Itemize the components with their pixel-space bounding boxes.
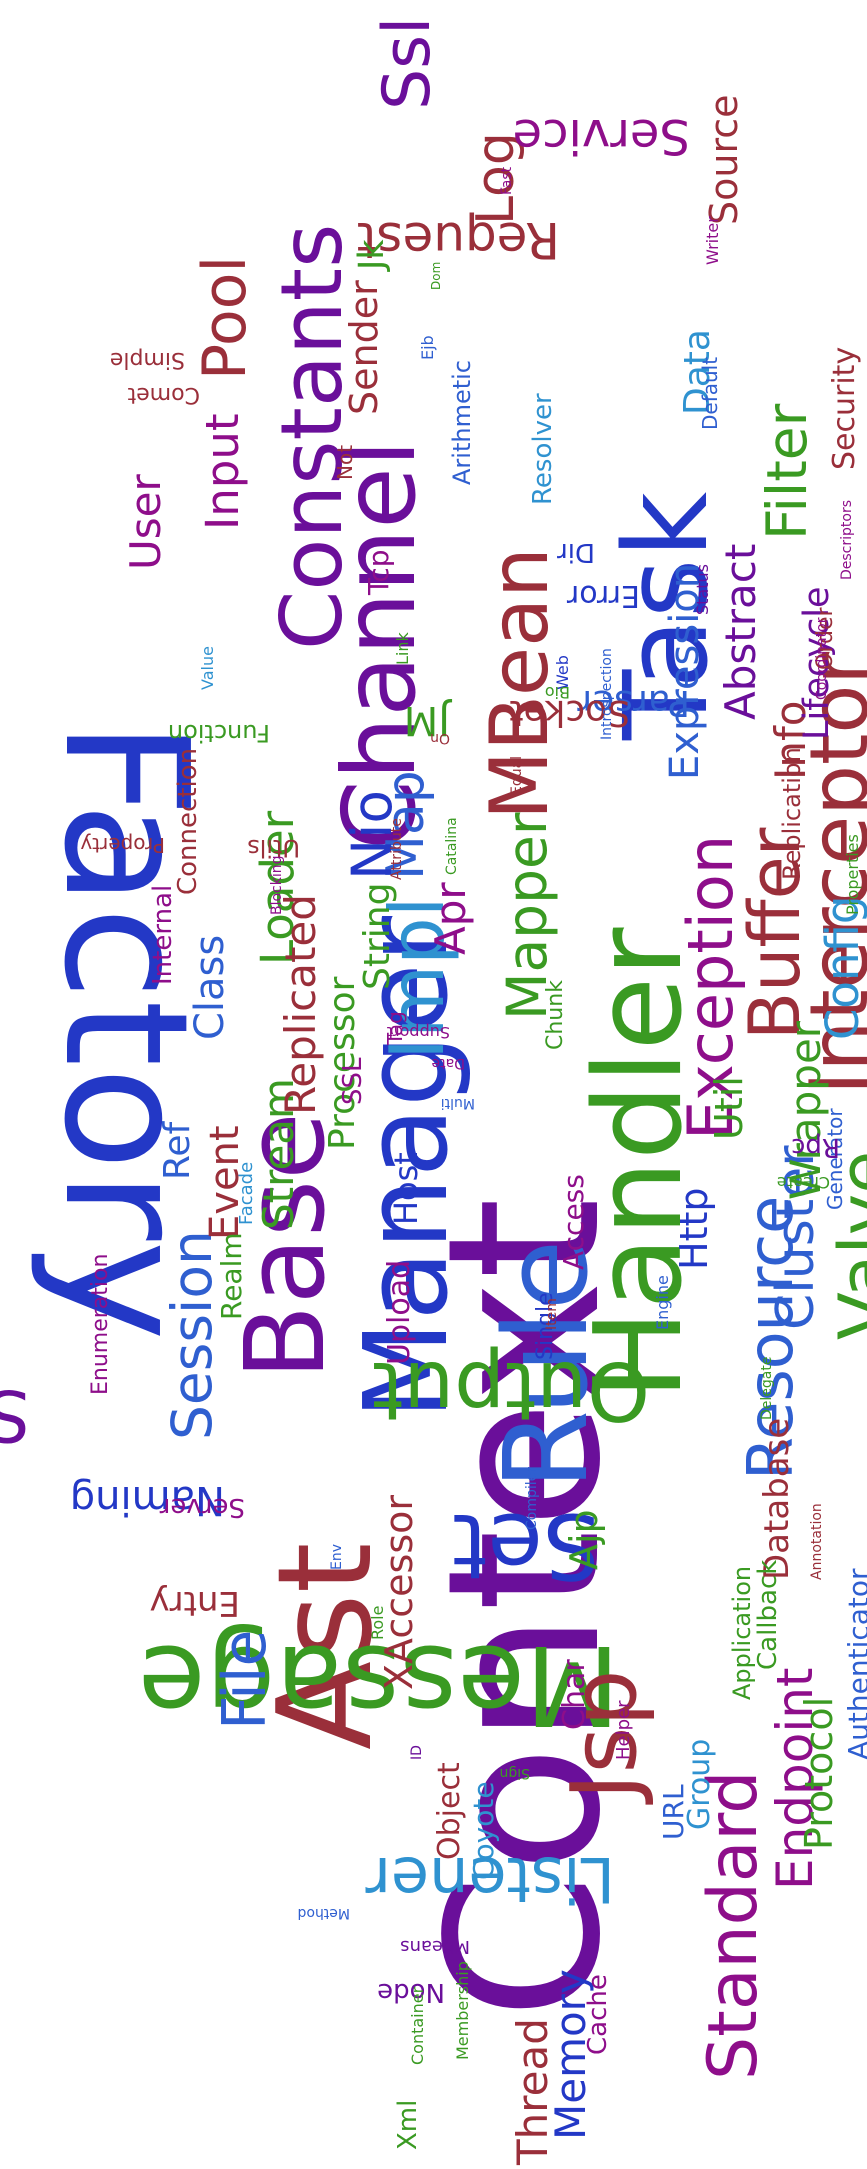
word-blocking: Blocking: [269, 855, 285, 915]
word-value: Value: [198, 646, 217, 690]
word-replicated: Replicated: [276, 894, 325, 1115]
word-source: Source: [702, 94, 746, 225]
word-delegate: Delegate: [759, 1356, 775, 1420]
word-helper: Helper: [613, 1700, 634, 1760]
word-internal: Internal: [148, 884, 178, 985]
word-env: Env: [329, 1543, 345, 1570]
word-item: Item: [544, 1298, 560, 1330]
word-date: Date: [431, 1055, 465, 1071]
word-session: Session: [160, 1230, 224, 1440]
word-not: Not: [333, 444, 357, 480]
word-config: Config: [816, 895, 867, 1040]
word-introspection: Introspection: [599, 648, 615, 740]
word-jk: Jk: [352, 239, 392, 270]
word-server: Server: [159, 1492, 245, 1522]
word-compiler: Compiler: [524, 1466, 540, 1530]
word-host: Host: [387, 1152, 425, 1225]
word-properties: Properties: [843, 834, 862, 915]
word-user: User: [121, 474, 170, 570]
word-apr: Apr: [426, 882, 475, 955]
word-arithmetic: Arithmetic: [448, 360, 476, 485]
word-url: URL: [657, 1784, 690, 1840]
word-descriptors: Descriptors: [839, 499, 855, 580]
word-http: Http: [672, 1187, 716, 1271]
word-property: Property: [80, 833, 165, 857]
word-annotation: Annotation: [809, 1503, 825, 1580]
word-role: Role: [368, 1605, 387, 1640]
word-membership: Membership: [453, 1961, 472, 2060]
word-entry: Entry: [149, 1583, 240, 1623]
word-bio: Bio: [544, 683, 570, 702]
word-resolver: Resolver: [528, 393, 558, 505]
word-ejb: Ejb: [418, 335, 437, 360]
word-support: Support: [386, 1023, 450, 1042]
word-facade: Facade: [236, 1161, 257, 1225]
word-id: ID: [409, 1745, 425, 1760]
word-dom: Dom: [429, 261, 443, 290]
word-security: Security: [827, 346, 862, 470]
word-on: On: [430, 730, 450, 746]
word-protocol: Protocol: [797, 1696, 841, 1850]
word-ref: Ref: [157, 1121, 198, 1180]
word-writer: Writer: [703, 216, 722, 265]
word-char: Char: [557, 1659, 592, 1730]
word-thread: Thread: [508, 2018, 557, 2165]
word-sign: Sign: [499, 1765, 530, 1781]
word-replication: Replication: [778, 747, 806, 880]
word-sender: Sender: [342, 280, 386, 415]
word-connection: Connection: [173, 747, 203, 895]
word-upload: Upload: [382, 1259, 417, 1365]
word-ssl: SSL: [338, 1057, 368, 1106]
word-create: Create: [776, 1173, 830, 1192]
word-rpc: Rpc: [791, 1132, 840, 1162]
word-authenticator: Authenticator: [842, 1568, 867, 1760]
word-engine: Engine: [653, 1275, 672, 1330]
word-pool: Pool: [190, 255, 260, 380]
word-attribute: Attribute: [389, 818, 405, 880]
word-service: Service: [512, 108, 690, 164]
word-string: String: [357, 882, 398, 990]
word-access: Access: [557, 1174, 590, 1270]
word-status: Status: [693, 564, 712, 615]
word-dir: Dir: [557, 537, 595, 567]
word-util: Util: [707, 1076, 751, 1140]
word-fast: Fast: [499, 166, 515, 195]
word-ssl: Ssl: [370, 16, 445, 110]
word-function: Function: [167, 719, 270, 747]
word-class: Class: [187, 934, 233, 1040]
word-comet: Comet: [127, 382, 200, 407]
word-ajp: Ajp: [562, 1509, 606, 1570]
word-application: Application: [728, 1565, 756, 1700]
word-tcp: Tcp: [362, 549, 395, 595]
word-database: Database: [757, 1417, 797, 1580]
word-xml: Xml: [393, 2099, 423, 2150]
word-callback: Callback: [753, 1559, 783, 1670]
word-simple: Simple: [109, 347, 185, 372]
word-error: Error: [566, 578, 640, 613]
word-method: Method: [297, 1905, 350, 1921]
word-file: File: [210, 1629, 280, 1730]
word-filter: Filter: [755, 403, 819, 540]
word-enumeration: Enumeration: [88, 1253, 113, 1395]
word-coordinator: Coordinator: [814, 617, 830, 700]
word-catalina: Catalina: [444, 817, 460, 875]
word-equal: Equal: [509, 755, 525, 795]
word-coyote: Coyote: [467, 1781, 500, 1880]
word-mbeans: Mbeans: [400, 1936, 470, 1957]
word-link: Link: [393, 632, 412, 665]
word-container: Container: [408, 1986, 427, 2065]
word-chunk: Chunk: [543, 980, 568, 1050]
word-input: Input: [196, 413, 249, 530]
word-cache: Cache: [583, 1974, 613, 2055]
word-xaccessor: XAccessor: [377, 1495, 421, 1690]
word-abstract: Abstract: [716, 543, 765, 720]
word-default: Default: [698, 356, 722, 430]
word-realm: Realm: [215, 1232, 248, 1320]
word-servlet: Servlet: [0, 1374, 30, 1456]
word-object: Object: [432, 1762, 467, 1860]
word-multi: Multi: [440, 1095, 475, 1111]
